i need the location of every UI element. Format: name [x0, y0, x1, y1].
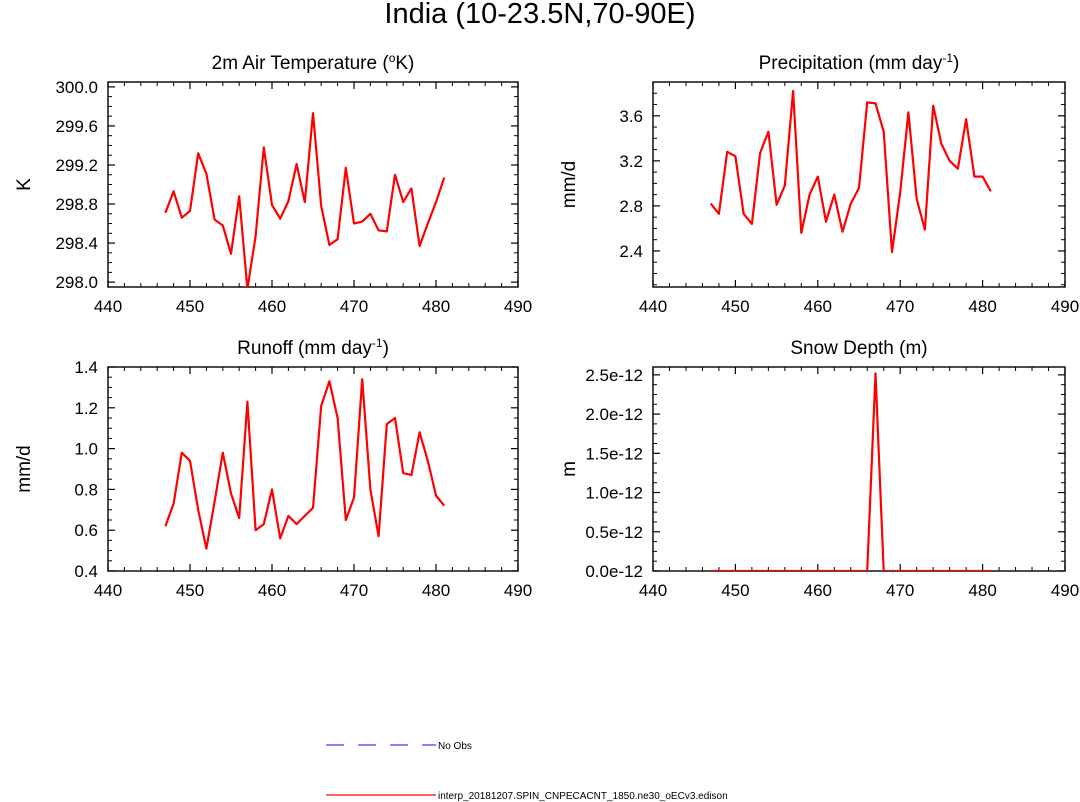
x-tick-label: 460 [804, 297, 832, 316]
y-tick-label: 1.2 [74, 399, 98, 418]
y-tick-label: 0.0e-12 [585, 562, 643, 581]
panel-title: Snow Depth (m) [790, 338, 927, 359]
legend-label-no-obs: No Obs [438, 741, 472, 752]
y-tick-label: 1.4 [74, 358, 98, 377]
y-tick-label: 0.4 [74, 562, 98, 581]
x-tick-label: 470 [886, 581, 914, 600]
x-tick-label: 460 [804, 581, 832, 600]
y-tick-label: 299.6 [55, 117, 98, 136]
panel-title: Precipitation (mm day-1) [759, 51, 960, 74]
x-tick-label: 450 [176, 581, 204, 600]
y-tick-label: 298.0 [55, 273, 98, 292]
panel-title: 2m Air Temperature (oK) [212, 51, 415, 74]
series-line [164, 378, 446, 550]
x-tick-label: 470 [340, 581, 368, 600]
y-tick-label: 2.0e-12 [585, 405, 643, 424]
y-tick-label: 300.0 [55, 78, 98, 97]
y-tick-label: 1.0 [74, 440, 98, 459]
x-tick-label: 450 [721, 581, 749, 600]
panel-runoff: 440 450 460 470 480 490 0.4 0.6 0.8 1.0 1.2 1.4 Runo… [14, 336, 532, 600]
panel-air-temperature: 440 450 460 470 480 490 298.0 298.4 298.8 299.2 29… [14, 51, 532, 316]
y-axis-label: m [559, 461, 580, 477]
y-tick-label: 298.8 [55, 195, 98, 214]
y-axis-label: mm/d [559, 161, 580, 209]
y-tick-label: 2.4 [619, 242, 643, 261]
y-tick-label: 2.8 [619, 197, 643, 216]
x-tick-label: 480 [422, 581, 450, 600]
y-tick-label: 2.5e-12 [585, 366, 643, 385]
y-tick-label: 1.0e-12 [585, 484, 643, 503]
y-tick-label: 299.2 [55, 156, 98, 175]
series-line [709, 89, 992, 254]
y-tick-label: 3.2 [619, 152, 643, 171]
x-tick-label: 480 [968, 581, 996, 600]
y-axis-label: K [14, 178, 35, 191]
y-tick-label: 1.5e-12 [585, 444, 643, 463]
x-tick-label: 450 [176, 297, 204, 316]
panel-title: Runoff (mm day-1) [237, 336, 389, 359]
plot-frame [652, 81, 1066, 288]
y-axis-label: mm/d [14, 445, 35, 493]
x-tick-label: 470 [340, 297, 368, 316]
y-tick-label: 0.6 [74, 521, 98, 540]
legend-label-model: interp_20181207.SPIN_CNPECACNT_1850.ne30… [438, 791, 728, 802]
x-tick-label: 480 [422, 297, 450, 316]
panel-snow-depth: 440 450 460 470 480 490 0.0e-12 0.5e-12 1.0e-12 1… [559, 338, 1079, 600]
x-tick-label: 460 [258, 581, 286, 600]
x-tick-label: 440 [639, 581, 667, 600]
y-tick-label: 3.6 [619, 107, 643, 126]
y-tick-label: 298.4 [55, 234, 98, 253]
plot-frame [107, 366, 519, 572]
y-tick-label: 0.8 [74, 480, 98, 499]
x-tick-label: 490 [1051, 581, 1079, 600]
x-tick-label: 480 [968, 297, 996, 316]
x-tick-label: 450 [721, 297, 749, 316]
x-tick-label: 490 [1051, 297, 1079, 316]
x-tick-label: 470 [886, 297, 914, 316]
x-tick-label: 490 [504, 297, 532, 316]
panel-precipitation: 440 450 460 470 480 490 2.4 2.8 3.2 3.6 Precipitat… [559, 51, 1079, 316]
series-line [164, 112, 446, 287]
x-tick-label: 440 [639, 297, 667, 316]
x-tick-label: 490 [504, 581, 532, 600]
panels-group: 440 450 460 470 480 490 298.0 298.4 298.8 299.2 29… [14, 51, 1079, 600]
series-line [710, 372, 991, 571]
x-tick-label: 460 [258, 297, 286, 316]
y-tick-label: 0.5e-12 [585, 523, 643, 542]
x-tick-label: 440 [94, 297, 122, 316]
figure-title: India (10-23.5N,70-90E) [384, 0, 695, 30]
x-tick-label: 440 [94, 581, 122, 600]
legend: No Obs interp_20181207.SPIN_CNPECACNT_18… [326, 741, 728, 802]
plot-frame [652, 366, 1066, 572]
